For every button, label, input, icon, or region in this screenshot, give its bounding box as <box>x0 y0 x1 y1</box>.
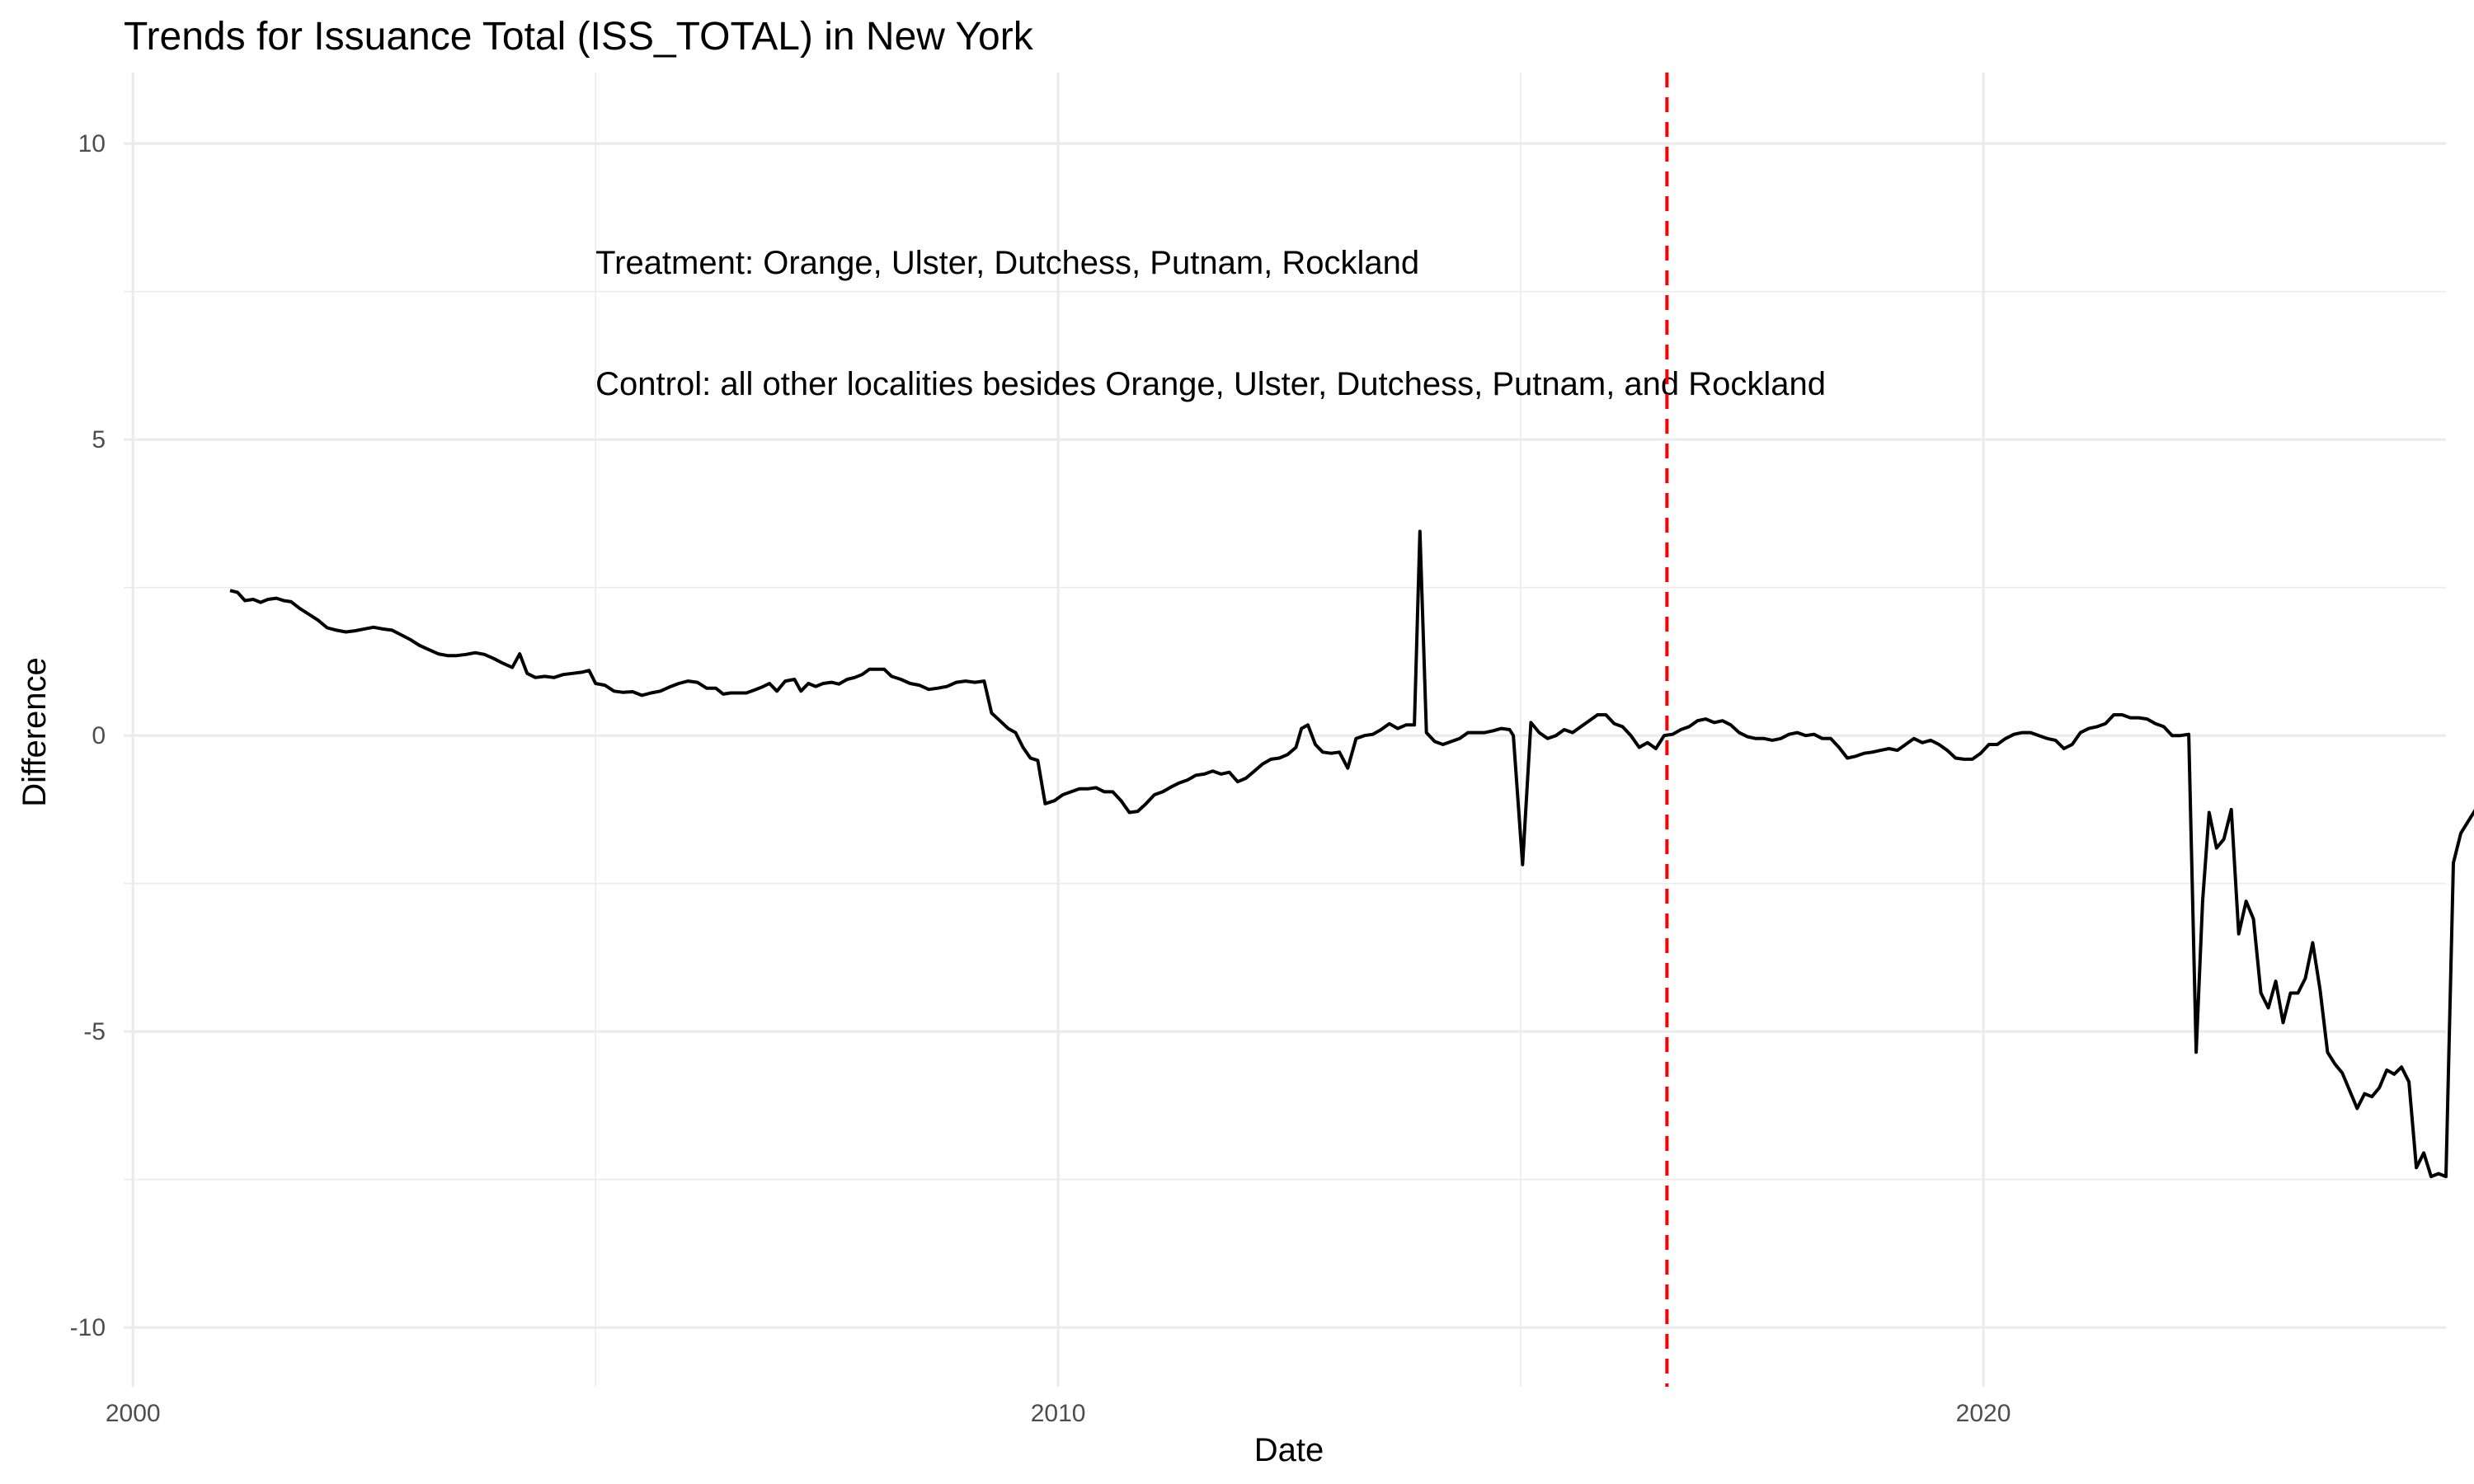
y-axis-ticks: -10 -5 0 5 10 <box>70 130 106 1341</box>
x-tick-label: 2010 <box>1031 1400 1086 1427</box>
x-axis-title: Date <box>1254 1432 1324 1468</box>
annotation-text: Control: all other localities besides Or… <box>595 366 1826 402</box>
chart-title: Trends for Issuance Total (ISS_TOTAL) in… <box>124 15 1034 59</box>
y-axis-title: Difference <box>16 657 53 807</box>
annotation-text: Treatment: Orange, Ulster, Dutchess, Put… <box>595 245 1419 281</box>
x-tick-label: 2000 <box>106 1400 161 1427</box>
annotations: Treatment: Orange, Ulster, Dutchess, Put… <box>595 245 1826 402</box>
series-line <box>229 529 2474 1179</box>
x-axis-ticks: 2000 2010 2020 <box>106 1400 2011 1427</box>
grid <box>124 73 2446 1387</box>
x-tick-label: 2020 <box>1956 1400 2011 1427</box>
y-tick-label: 5 <box>92 426 106 453</box>
y-tick-label: -10 <box>70 1314 106 1341</box>
y-tick-label: 10 <box>78 130 106 157</box>
y-tick-label: 0 <box>92 722 106 749</box>
y-tick-label: -5 <box>83 1018 106 1045</box>
